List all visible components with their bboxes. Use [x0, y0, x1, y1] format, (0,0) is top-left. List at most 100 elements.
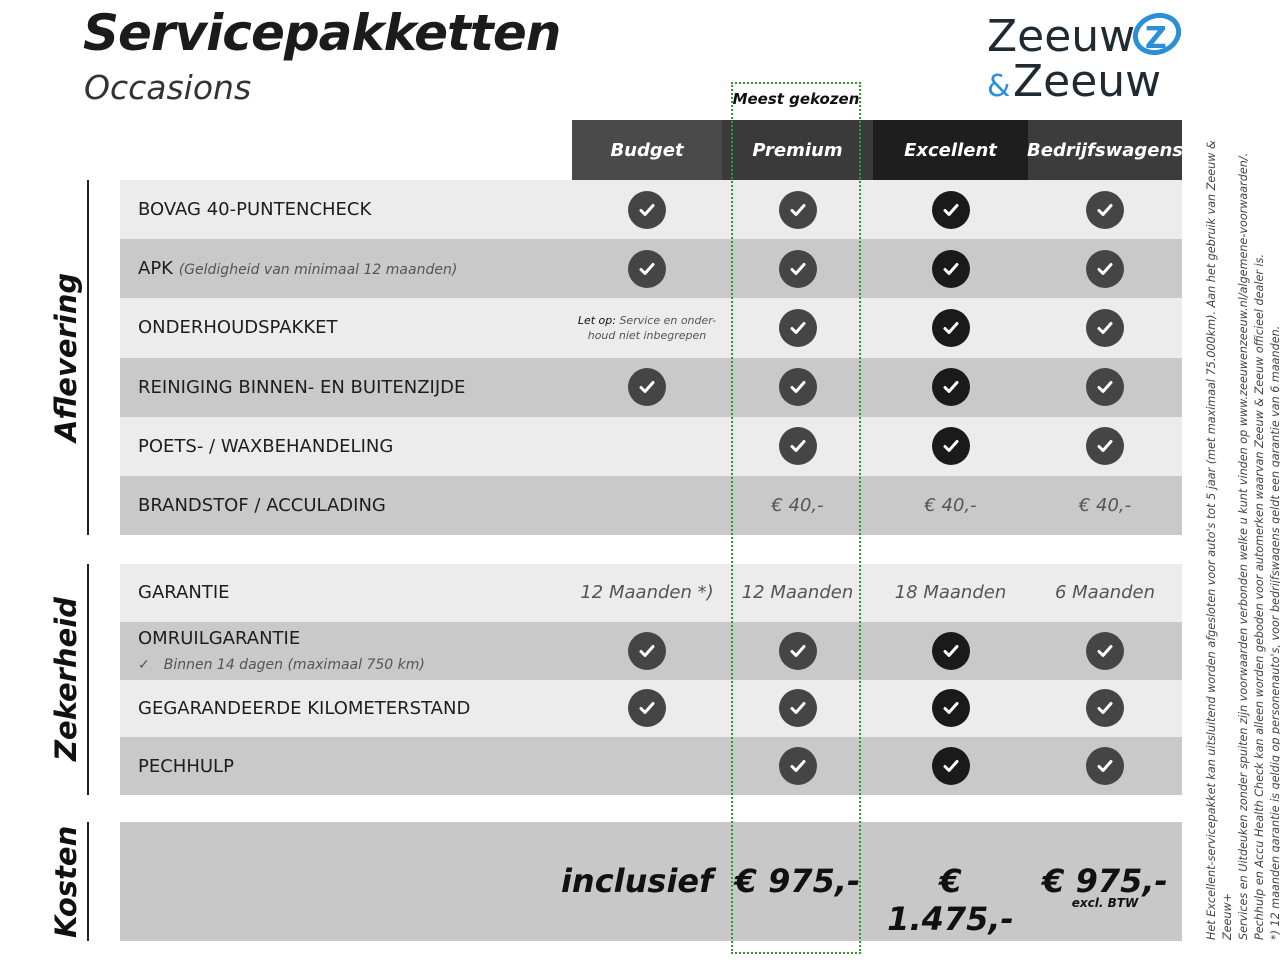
most-chosen-badge: Meest gekozen	[732, 90, 860, 108]
table-row: BOVAG 40-PUNTENCHECK	[120, 180, 1182, 240]
cell-premium	[722, 180, 873, 239]
cell-premium	[722, 239, 873, 298]
column-header-excellent: Excellent	[873, 120, 1028, 180]
check-icon	[1086, 308, 1124, 347]
check-icon	[1086, 427, 1124, 466]
check-icon	[931, 427, 970, 466]
price-budget: inclusief	[552, 862, 722, 900]
cell-value: € 40,-	[771, 495, 824, 517]
row-label-text: PECHHULP	[138, 755, 234, 777]
note-text: houd niet inbegrepen	[587, 328, 707, 342]
section-divider	[87, 822, 89, 941]
cell-premium	[722, 417, 873, 476]
page-title: Servicepakketten	[83, 4, 561, 62]
cell-value: 12 Maanden *)	[580, 582, 714, 604]
cell-bedrijfswagens	[1028, 239, 1182, 298]
cell-excellent: 18 Maanden	[873, 564, 1028, 622]
svg-text:&: &	[987, 69, 1010, 103]
row-label: ONDERHOUDSPAKKET	[120, 317, 572, 338]
cell-premium: 12 Maanden	[722, 564, 873, 622]
price-value: € 1.475,-	[887, 862, 1014, 938]
check-icon	[1086, 689, 1124, 728]
cell-value: € 40,-	[924, 495, 977, 517]
check-icon	[931, 249, 970, 288]
row-label: GEGARANDEERDE KILOMETERSTAND	[120, 698, 572, 719]
check-icon	[931, 368, 970, 407]
cell-budget	[572, 680, 722, 738]
cell-bedrijfswagens	[1028, 680, 1182, 738]
row-label-text: BRANDSTOF / ACCULADING	[138, 495, 386, 517]
check-icon	[931, 631, 970, 670]
check-icon	[778, 308, 817, 347]
section-label-kosten: Kosten	[49, 825, 83, 938]
check-icon	[778, 249, 817, 288]
row-label-text: BOVAG 40-PUNTENCHECK	[138, 199, 372, 221]
check-icon	[931, 190, 970, 229]
row-sublabel-text: Binnen 14 dagen (maximaal 750 km)	[163, 657, 425, 674]
cell-budget	[572, 180, 722, 239]
row-label: POETS- / WAXBEHANDELING	[120, 436, 572, 457]
check-icon	[778, 631, 817, 670]
column-header-bedrijfswagens: Bedrijfswagens	[1027, 120, 1183, 180]
cell-bedrijfswagens	[1028, 180, 1182, 239]
row-label: BRANDSTOF / ACCULADING	[120, 495, 572, 516]
cell-premium	[722, 622, 873, 680]
table-row: OMRUILGARANTIE ✓ Binnen 14 dagen (maximaal…	[120, 621, 1182, 680]
costs-row	[120, 822, 1182, 941]
cell-excellent	[873, 358, 1028, 417]
row-label: GARANTIE	[120, 582, 572, 603]
check-icon	[628, 689, 666, 728]
fine-print-line: Het Excellent-servicepakket kan uitsluit…	[1205, 140, 1234, 940]
check-icon	[931, 308, 970, 347]
check-icon	[1086, 249, 1124, 288]
note-text: Service en onder-	[619, 313, 717, 327]
svg-text:Zeeuw: Zeeuw	[987, 11, 1135, 62]
cell-premium: € 40,-	[722, 476, 873, 535]
cell-budget: 12 Maanden *)	[572, 564, 722, 622]
cell-bedrijfswagens	[1028, 737, 1182, 795]
table-row: BRANDSTOF / ACCULADING € 40,- € 40,- € 40,-	[120, 476, 1182, 536]
check-icon	[628, 190, 666, 229]
cell-excellent	[873, 239, 1028, 298]
fine-print-line: Pechhulp en Accu Health Check kan alleen…	[1253, 253, 1266, 940]
cell-value: € 40,-	[1078, 495, 1132, 517]
column-header-premium: Premium	[722, 120, 873, 180]
cell-value: 18 Maanden	[894, 582, 1007, 604]
zeeuw-zeeuw-logo: Zeeuw Z & Zeeuw	[987, 11, 1182, 103]
cell-excellent	[873, 180, 1028, 239]
check-icon	[778, 427, 817, 466]
cell-bedrijfswagens: 6 Maanden	[1028, 564, 1182, 622]
table-row: GEGARANDEERDE KILOMETERSTAND	[120, 679, 1182, 738]
row-label-text: POETS- / WAXBEHANDELING	[138, 435, 394, 457]
price-excellent: € 1.475,-	[873, 862, 1028, 938]
table-row: GARANTIE 12 Maanden *) 12 Maanden 18 Maande…	[120, 564, 1182, 622]
price-note: excl. BTW	[1071, 896, 1139, 910]
price-premium: € 975,-	[722, 862, 873, 900]
check-icon	[778, 689, 817, 728]
row-label: APK (Geldigheid van minimaal 12 maanden)	[120, 258, 572, 279]
row-sublabel: ✓ Binnen 14 dagen (maximaal 750 km)	[138, 657, 572, 673]
cell-excellent	[873, 680, 1028, 738]
column-header-budget: Budget	[572, 120, 722, 180]
check-icon	[778, 747, 817, 786]
check-icon	[628, 249, 666, 288]
cell-budget	[572, 737, 722, 795]
svg-text:Zeeuw: Zeeuw	[1013, 56, 1161, 103]
page-subtitle: Occasions	[84, 68, 252, 107]
price-value: € 975,-	[734, 862, 861, 900]
row-label-text: ONDERHOUDSPAKKET	[138, 317, 338, 339]
section-divider	[87, 564, 89, 795]
check-icon	[1086, 190, 1124, 229]
cell-bedrijfswagens: € 40,-	[1028, 476, 1182, 535]
cell-bedrijfswagens	[1028, 622, 1182, 680]
premium-highlight-box	[731, 82, 861, 954]
row-label: OMRUILGARANTIE ✓ Binnen 14 dagen (maximaal…	[120, 628, 572, 673]
fine-print-line: Services en Uitdeuken zonder spuiten zij…	[1237, 152, 1250, 940]
row-label: PECHHULP	[120, 756, 572, 777]
row-label-text: OMRUILGARANTIE	[138, 628, 301, 650]
table-row: POETS- / WAXBEHANDELING	[120, 416, 1182, 476]
row-label: BOVAG 40-PUNTENCHECK	[120, 199, 572, 220]
cell-excellent: € 40,-	[873, 476, 1028, 535]
row-label-text: GARANTIE	[138, 582, 230, 604]
row-sublabel: (Geldigheid van minimaal 12 maanden)	[178, 262, 458, 279]
